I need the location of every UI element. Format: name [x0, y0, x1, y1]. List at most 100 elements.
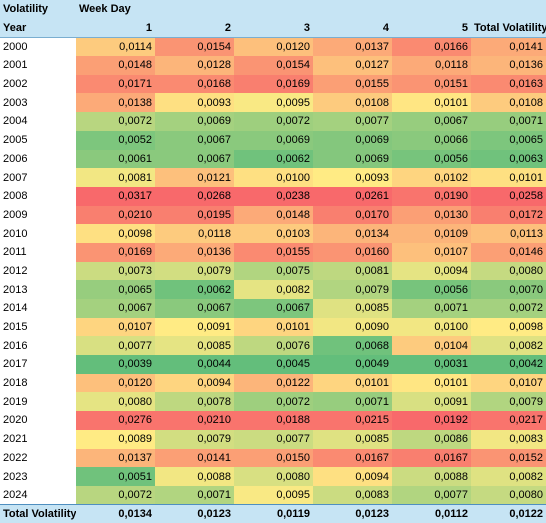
value-cell[interactable]: 0,0072 [76, 485, 155, 505]
row-total-cell[interactable]: 0,0079 [471, 392, 546, 412]
row-total-cell[interactable]: 0,0101 [471, 168, 546, 187]
row-total-cell[interactable]: 0,0080 [471, 485, 546, 505]
value-cell[interactable]: 0,0154 [234, 56, 313, 75]
row-total-cell[interactable]: 0,0113 [471, 224, 546, 243]
row-header-year[interactable]: 2024 [0, 485, 76, 505]
row-total-cell[interactable]: 0,0146 [471, 242, 546, 262]
row-header-year[interactable]: 2014 [0, 299, 76, 318]
row-total-cell[interactable]: 0,0042 [471, 355, 546, 374]
value-cell[interactable]: 0,0188 [234, 411, 313, 430]
value-cell[interactable]: 0,0081 [76, 168, 155, 187]
column-header-total[interactable]: Total Volatility [471, 18, 546, 38]
value-cell[interactable]: 0,0077 [392, 485, 471, 505]
value-cell[interactable]: 0,0167 [392, 448, 471, 468]
value-cell[interactable]: 0,0192 [392, 411, 471, 430]
value-cell[interactable]: 0,0071 [155, 485, 234, 505]
row-header-year[interactable]: 2001 [0, 56, 76, 75]
value-cell[interactable]: 0,0079 [155, 429, 234, 449]
value-cell[interactable]: 0,0085 [155, 336, 234, 356]
value-cell[interactable]: 0,0056 [392, 280, 471, 299]
value-cell[interactable]: 0,0069 [234, 130, 313, 150]
value-cell[interactable]: 0,0101 [392, 93, 471, 113]
value-cell[interactable]: 0,0109 [392, 224, 471, 243]
row-header-year[interactable]: 2022 [0, 448, 76, 468]
value-cell[interactable]: 0,0069 [155, 112, 234, 131]
row-total-cell[interactable]: 0,0141 [471, 37, 546, 57]
corner-label[interactable]: Volatility [0, 0, 76, 19]
value-cell[interactable]: 0,0170 [313, 205, 392, 225]
row-header-year[interactable]: 2010 [0, 224, 76, 243]
value-cell[interactable]: 0,0083 [313, 485, 392, 505]
value-cell[interactable]: 0,0085 [313, 429, 392, 449]
row-total-cell[interactable]: 0,0152 [471, 448, 546, 468]
row-total-cell[interactable]: 0,0163 [471, 74, 546, 94]
value-cell[interactable]: 0,0268 [155, 186, 234, 206]
value-cell[interactable]: 0,0137 [313, 37, 392, 57]
value-cell[interactable]: 0,0276 [76, 411, 155, 430]
value-cell[interactable]: 0,0166 [392, 37, 471, 57]
value-cell[interactable]: 0,0151 [392, 74, 471, 94]
value-cell[interactable]: 0,0195 [155, 205, 234, 225]
value-cell[interactable]: 0,0049 [313, 355, 392, 374]
row-header-year[interactable]: 2012 [0, 261, 76, 281]
row-header-year[interactable]: 2009 [0, 205, 76, 225]
column-header-day-1[interactable]: 1 [76, 18, 155, 38]
row-total-cell[interactable]: 0,0108 [471, 93, 546, 113]
row-total-cell[interactable]: 0,0080 [471, 261, 546, 281]
value-cell[interactable]: 0,0075 [234, 261, 313, 281]
value-cell[interactable]: 0,0066 [392, 130, 471, 150]
columns-label[interactable]: Week Day [76, 0, 155, 19]
value-cell[interactable]: 0,0094 [313, 467, 392, 486]
row-total-cell[interactable]: 0,0098 [471, 317, 546, 337]
grand-total-label[interactable]: Total Volatility [0, 504, 76, 523]
value-cell[interactable]: 0,0120 [76, 373, 155, 393]
value-cell[interactable]: 0,0079 [155, 261, 234, 281]
value-cell[interactable]: 0,0160 [313, 242, 392, 262]
value-cell[interactable]: 0,0100 [234, 168, 313, 187]
value-cell[interactable]: 0,0091 [392, 392, 471, 412]
value-cell[interactable]: 0,0128 [155, 56, 234, 75]
grand-total-day-3[interactable]: 0,0119 [234, 504, 313, 523]
row-header-year[interactable]: 2007 [0, 168, 76, 187]
value-cell[interactable]: 0,0080 [76, 392, 155, 412]
value-cell[interactable]: 0,0100 [392, 317, 471, 337]
value-cell[interactable]: 0,0067 [155, 149, 234, 169]
value-cell[interactable]: 0,0078 [155, 392, 234, 412]
value-cell[interactable]: 0,0167 [313, 448, 392, 468]
value-cell[interactable]: 0,0238 [234, 186, 313, 206]
value-cell[interactable]: 0,0039 [76, 355, 155, 374]
row-header-year[interactable]: 2002 [0, 74, 76, 94]
row-total-cell[interactable]: 0,0065 [471, 130, 546, 150]
value-cell[interactable]: 0,0094 [392, 261, 471, 281]
value-cell[interactable]: 0,0077 [234, 429, 313, 449]
row-header-year[interactable]: 2017 [0, 355, 76, 374]
value-cell[interactable]: 0,0134 [313, 224, 392, 243]
value-cell[interactable]: 0,0107 [392, 242, 471, 262]
value-cell[interactable]: 0,0215 [313, 411, 392, 430]
value-cell[interactable]: 0,0190 [392, 186, 471, 206]
row-total-cell[interactable]: 0,0217 [471, 411, 546, 430]
value-cell[interactable]: 0,0101 [392, 373, 471, 393]
value-cell[interactable]: 0,0169 [76, 242, 155, 262]
value-cell[interactable]: 0,0169 [234, 74, 313, 94]
value-cell[interactable]: 0,0069 [313, 130, 392, 150]
value-cell[interactable]: 0,0069 [313, 149, 392, 169]
row-total-cell[interactable]: 0,0082 [471, 336, 546, 356]
value-cell[interactable]: 0,0068 [313, 336, 392, 356]
value-cell[interactable]: 0,0077 [76, 336, 155, 356]
value-cell[interactable]: 0,0138 [76, 93, 155, 113]
row-total-cell[interactable]: 0,0082 [471, 467, 546, 486]
value-cell[interactable]: 0,0148 [76, 56, 155, 75]
value-cell[interactable]: 0,0137 [76, 448, 155, 468]
value-cell[interactable]: 0,0085 [313, 299, 392, 318]
row-header-year[interactable]: 2021 [0, 429, 76, 449]
row-total-cell[interactable]: 0,0063 [471, 149, 546, 169]
value-cell[interactable]: 0,0071 [313, 392, 392, 412]
value-cell[interactable]: 0,0094 [155, 373, 234, 393]
value-cell[interactable]: 0,0118 [392, 56, 471, 75]
value-cell[interactable]: 0,0317 [76, 186, 155, 206]
row-total-cell[interactable]: 0,0172 [471, 205, 546, 225]
column-header-day-4[interactable]: 4 [313, 18, 392, 38]
row-header-year[interactable]: 2004 [0, 112, 76, 131]
value-cell[interactable]: 0,0071 [392, 299, 471, 318]
